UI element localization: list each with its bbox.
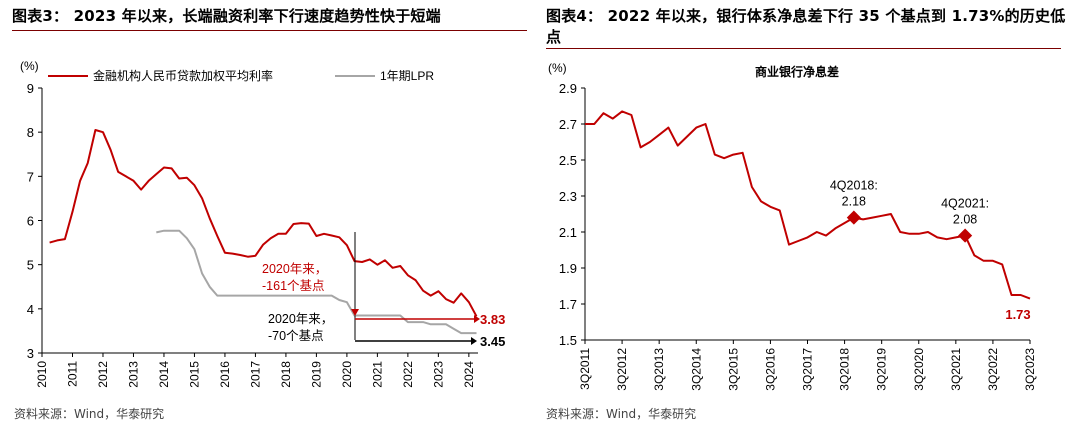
right-x-tick-label: 3Q2018 <box>838 348 852 391</box>
right-y-tick-label: 2.3 <box>559 189 577 204</box>
series-line-loan-rate <box>49 129 478 317</box>
left-y-tick-label: 8 <box>27 125 34 140</box>
marker-label-line1: 4Q2021: <box>941 197 989 211</box>
annotation-red-arrowhead <box>474 315 480 323</box>
left-x-tick-label: 2011 <box>65 361 79 387</box>
series-line-net-interest-margin <box>585 110 1031 300</box>
left-x-tick-label: 2014 <box>157 361 171 388</box>
annotation-black-text-line1: 2020年来， <box>268 312 333 326</box>
right-x-tick-label: 3Q2017 <box>801 348 815 391</box>
right-chart-title: 图表4： 2022 年以来，银行体系净息差下行 35 个基点到 1.73%的历史… <box>546 7 1066 46</box>
annotation-black-text-line2: -70个基点 <box>268 329 324 343</box>
left-source-note: 资料来源：Wind，华泰研究 <box>14 407 165 421</box>
right-x-tick-label: 3Q2016 <box>763 348 777 391</box>
left-x-tick-label: 2020 <box>340 361 354 388</box>
right-y-tick-label: 2.9 <box>559 81 577 96</box>
marker-label-line1: 4Q2018: <box>830 179 878 193</box>
right-y-axis-unit: (%) <box>548 61 567 75</box>
series-line-lpr <box>156 229 477 335</box>
right-y-tick-label: 2.1 <box>559 225 577 240</box>
end-label-lpr: 3.45 <box>480 334 505 349</box>
annotation-red-down-marker <box>351 309 359 316</box>
left-y-tick-label: 5 <box>27 258 34 273</box>
left-line-chart: (%) 金融机构人民币贷款加权平均利率 1年期LPR 3 4 5 6 7 8 9 2010 20… <box>20 59 505 388</box>
right-x-tick-label: 3Q2021 <box>949 348 963 391</box>
marker-label-line2: 2.18 <box>842 195 866 209</box>
left-x-tick-label: 2013 <box>126 361 140 388</box>
end-label-nim: 1.73 <box>1005 307 1030 322</box>
left-x-tick-label: 2021 <box>370 361 384 388</box>
left-x-tick-label: 2012 <box>96 361 110 388</box>
left-y-tick-label: 6 <box>27 214 34 229</box>
left-x-tick-label: 2019 <box>309 361 323 388</box>
left-x-tick-label: 2018 <box>279 361 293 388</box>
left-x-tick-label: 2015 <box>187 361 201 388</box>
left-y-tick-label: 7 <box>27 169 34 184</box>
end-label-loan-rate: 3.83 <box>480 312 505 327</box>
left-x-tick-label: 2022 <box>401 361 415 388</box>
marker-diamond <box>846 210 861 225</box>
right-y-tick-label: 1.9 <box>559 261 577 276</box>
left-x-tick-label: 2010 <box>35 361 49 388</box>
right-x-tick-label: 3Q2014 <box>689 348 703 391</box>
annotation-red-text-line2: -161个基点 <box>262 279 325 293</box>
annotation-black-arrowhead <box>471 337 477 345</box>
left-x-tick-label: 2017 <box>248 361 262 388</box>
right-source-note: 资料来源：Wind，华泰研究 <box>546 407 697 421</box>
right-y-tick-label: 1.7 <box>559 297 577 312</box>
right-x-tick-label: 3Q2019 <box>875 348 889 391</box>
right-x-tick-label: 3Q2022 <box>986 348 1000 391</box>
right-chart-inner-title: 商业银行净息差 <box>755 64 839 79</box>
legend-label-loan-rate: 金融机构人民币贷款加权平均利率 <box>93 68 273 83</box>
right-y-tick-label: 2.7 <box>559 117 577 132</box>
right-x-tick-label: 3Q2023 <box>1023 348 1037 391</box>
left-y-axis-unit: (%) <box>20 59 39 73</box>
left-x-tick-label: 2016 <box>218 361 232 388</box>
right-title-rule <box>546 48 1061 49</box>
right-x-tick-label: 3Q2012 <box>615 348 629 391</box>
left-y-tick-label: 9 <box>27 81 34 96</box>
left-y-tick-label: 4 <box>27 302 34 317</box>
right-x-tick-label: 3Q2011 <box>578 348 592 390</box>
marker-diamond <box>958 228 973 243</box>
right-x-tick-label: 3Q2013 <box>652 348 666 391</box>
right-y-tick-label: 2.5 <box>559 153 577 168</box>
marker-label-line2: 2.08 <box>953 213 977 227</box>
left-title-rule <box>12 30 527 31</box>
left-x-tick-label: 2024 <box>462 361 476 388</box>
right-x-tick-label: 3Q2015 <box>726 348 740 391</box>
right-line-chart: (%) 商业银行净息差 1.5 1.7 1.9 2.1 2.3 2.5 2.7 2.9 3Q20… <box>548 61 1037 391</box>
right-x-tick-label: 3Q2020 <box>912 348 926 391</box>
annotation-red-text-line1: 2020年来， <box>262 262 327 276</box>
left-y-tick-label: 3 <box>27 346 34 361</box>
right-y-tick-label: 1.5 <box>559 333 577 348</box>
left-x-tick-label: 2023 <box>431 361 445 388</box>
left-chart-title: 图表3： 2023 年以来，长端融资利率下行速度趋势性快于短端 <box>12 7 441 25</box>
legend-label-lpr: 1年期LPR <box>380 69 434 83</box>
